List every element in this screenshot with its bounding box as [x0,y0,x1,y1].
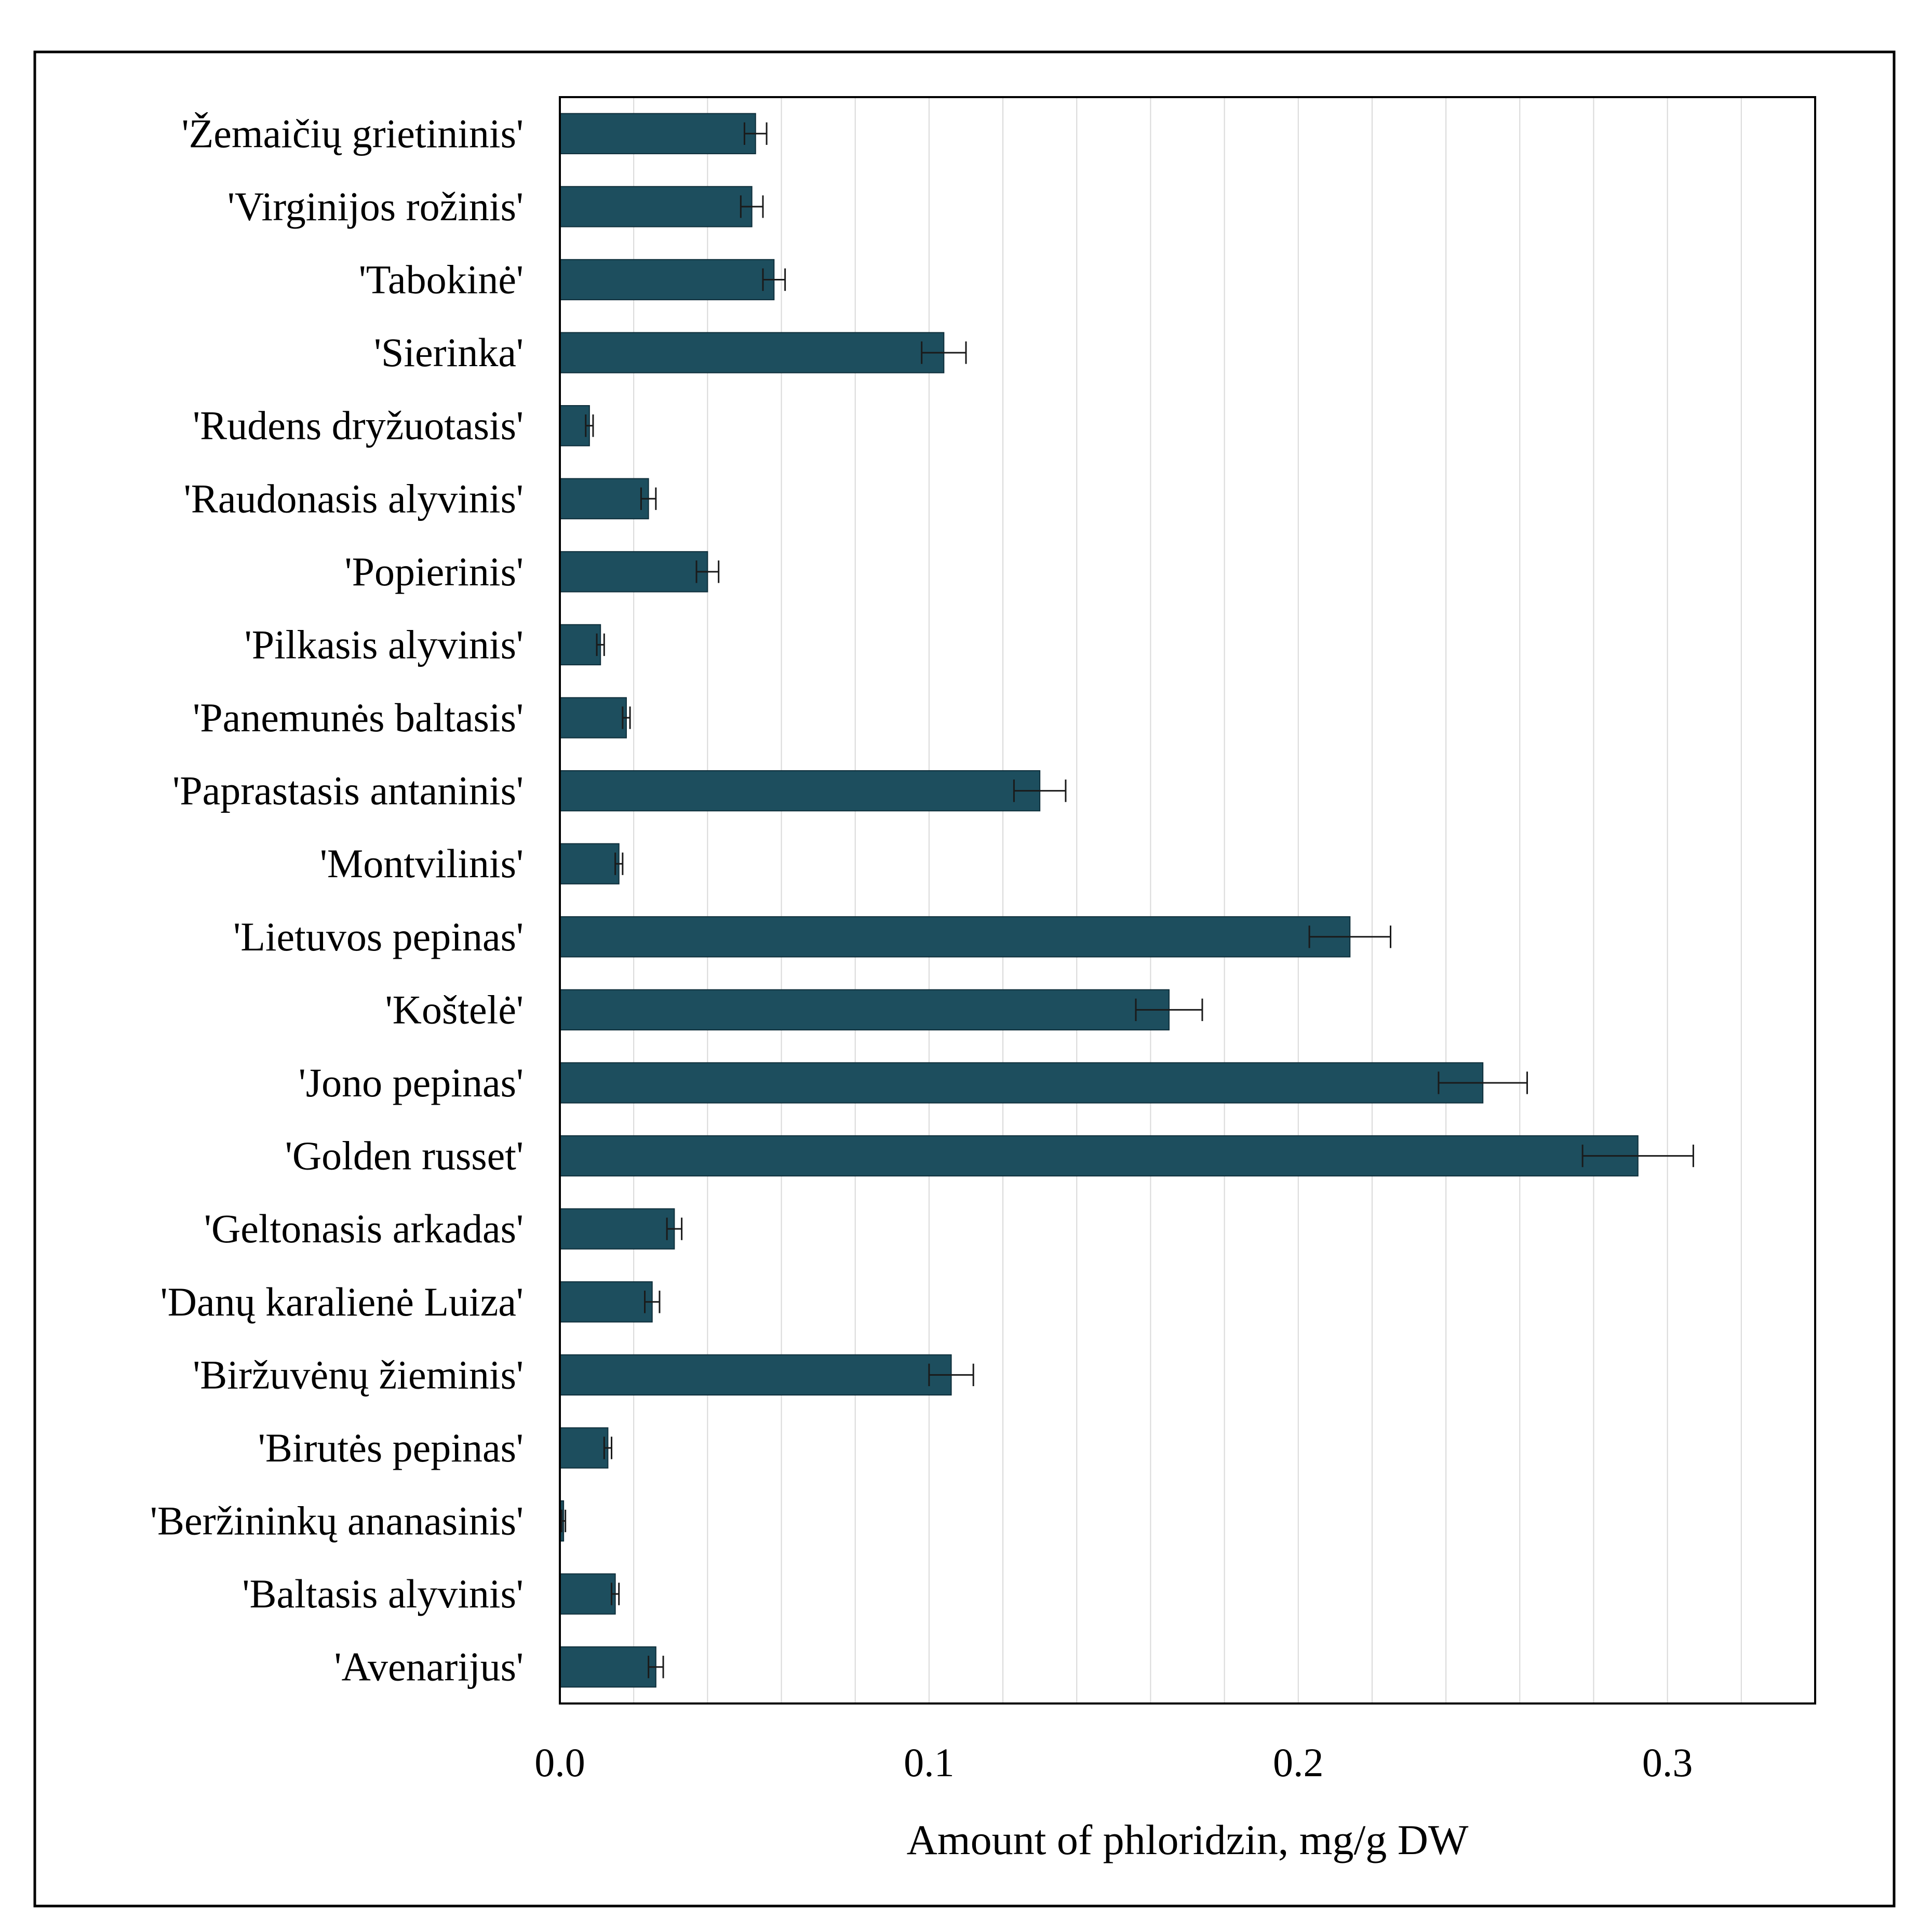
category-label: 'Danų karalienė Luiza' [160,1279,524,1324]
bar [559,1208,675,1250]
error-bar [740,195,764,218]
error-bar [603,1437,613,1459]
error-bar [666,1217,683,1240]
category-label: 'Virginijos rožinis' [227,184,524,229]
plot-area-border [559,96,1816,1705]
category-label: 'Montvilinis' [320,841,524,886]
error-bar [611,1582,620,1605]
bar [559,259,775,301]
category-label: 'Žemaičių grietininis' [182,111,524,156]
grid-lines [633,97,1742,1703]
bar [559,1573,616,1615]
error-bars [561,122,1694,1679]
category-labels: 'Žemaičių grietininis' 'Virginijos rožini… [150,111,524,1689]
bar [559,916,1351,958]
bar [559,1427,609,1469]
error-bar [614,852,624,875]
error-bar [762,268,786,291]
category-label: 'Lietuvos pepinas' [233,914,524,959]
error-bar [596,633,605,656]
bars [559,113,1639,1688]
bar [559,770,1041,812]
x-tick-label: 0.3 [1642,1740,1693,1785]
category-label: 'Koštelė' [385,987,524,1032]
category-label: 'Geltonasis arkadas' [204,1206,524,1251]
bar [559,624,601,666]
error-bar [561,1509,567,1533]
bar [559,843,620,884]
category-label: 'Rudens dryžuotasis' [193,403,524,448]
bar [559,405,590,447]
bar [559,1135,1639,1177]
error-bar [1438,1071,1528,1094]
bar [559,478,649,519]
category-label: 'Biržuvėnų žieminis' [193,1352,524,1397]
error-bar [622,706,631,729]
error-bar [1308,925,1391,948]
error-bar [648,1656,664,1679]
error-bar [928,1363,974,1386]
bar [559,697,627,739]
error-bar [695,560,720,583]
x-tick-label: 0.1 [904,1740,955,1785]
category-label: 'Raudonasis alyvinis' [184,476,524,521]
error-bar [640,487,657,510]
error-bar [1581,1144,1694,1168]
error-bar [1013,779,1067,802]
bar [559,1281,653,1323]
error-bar [585,414,594,437]
bar [559,113,756,154]
category-label: 'Golden russet' [285,1133,524,1178]
category-label: 'Paprastasis antaninis' [172,768,524,813]
bar [559,1646,656,1688]
category-label: 'Tabokinė' [359,257,524,302]
figure-frame [33,50,1896,1908]
bar [559,332,945,373]
error-bar [921,341,967,364]
bar [559,989,1170,1031]
category-label: 'Birutės pepinas' [258,1425,524,1470]
error-bar [743,122,768,145]
bar [559,1062,1484,1104]
x-tick-label: 0.2 [1273,1740,1324,1785]
category-label: 'Popierinis' [345,549,524,594]
x-tick-labels: 0.0 0.1 0.2 0.3 [534,1740,1693,1785]
error-bar [644,1291,661,1313]
category-label: 'Sierinka' [374,330,524,375]
category-label: 'Jono pepinas' [299,1060,524,1105]
category-label: 'Beržininkų ananasinis' [150,1498,524,1544]
category-label: 'Pilkasis alyvinis' [245,622,524,667]
bar [559,551,708,593]
category-label: 'Panemunės baltasis' [193,695,524,740]
bar [559,186,753,227]
error-bar [1135,998,1203,1022]
x-tick-label: 0.0 [534,1740,585,1785]
x-axis-title: Amount of phloridzin, mg/g DW [907,1816,1469,1863]
category-label: 'Baltasis alyvinis' [242,1571,524,1616]
category-label: 'Avenarijus' [334,1644,524,1689]
bar [559,1354,952,1396]
